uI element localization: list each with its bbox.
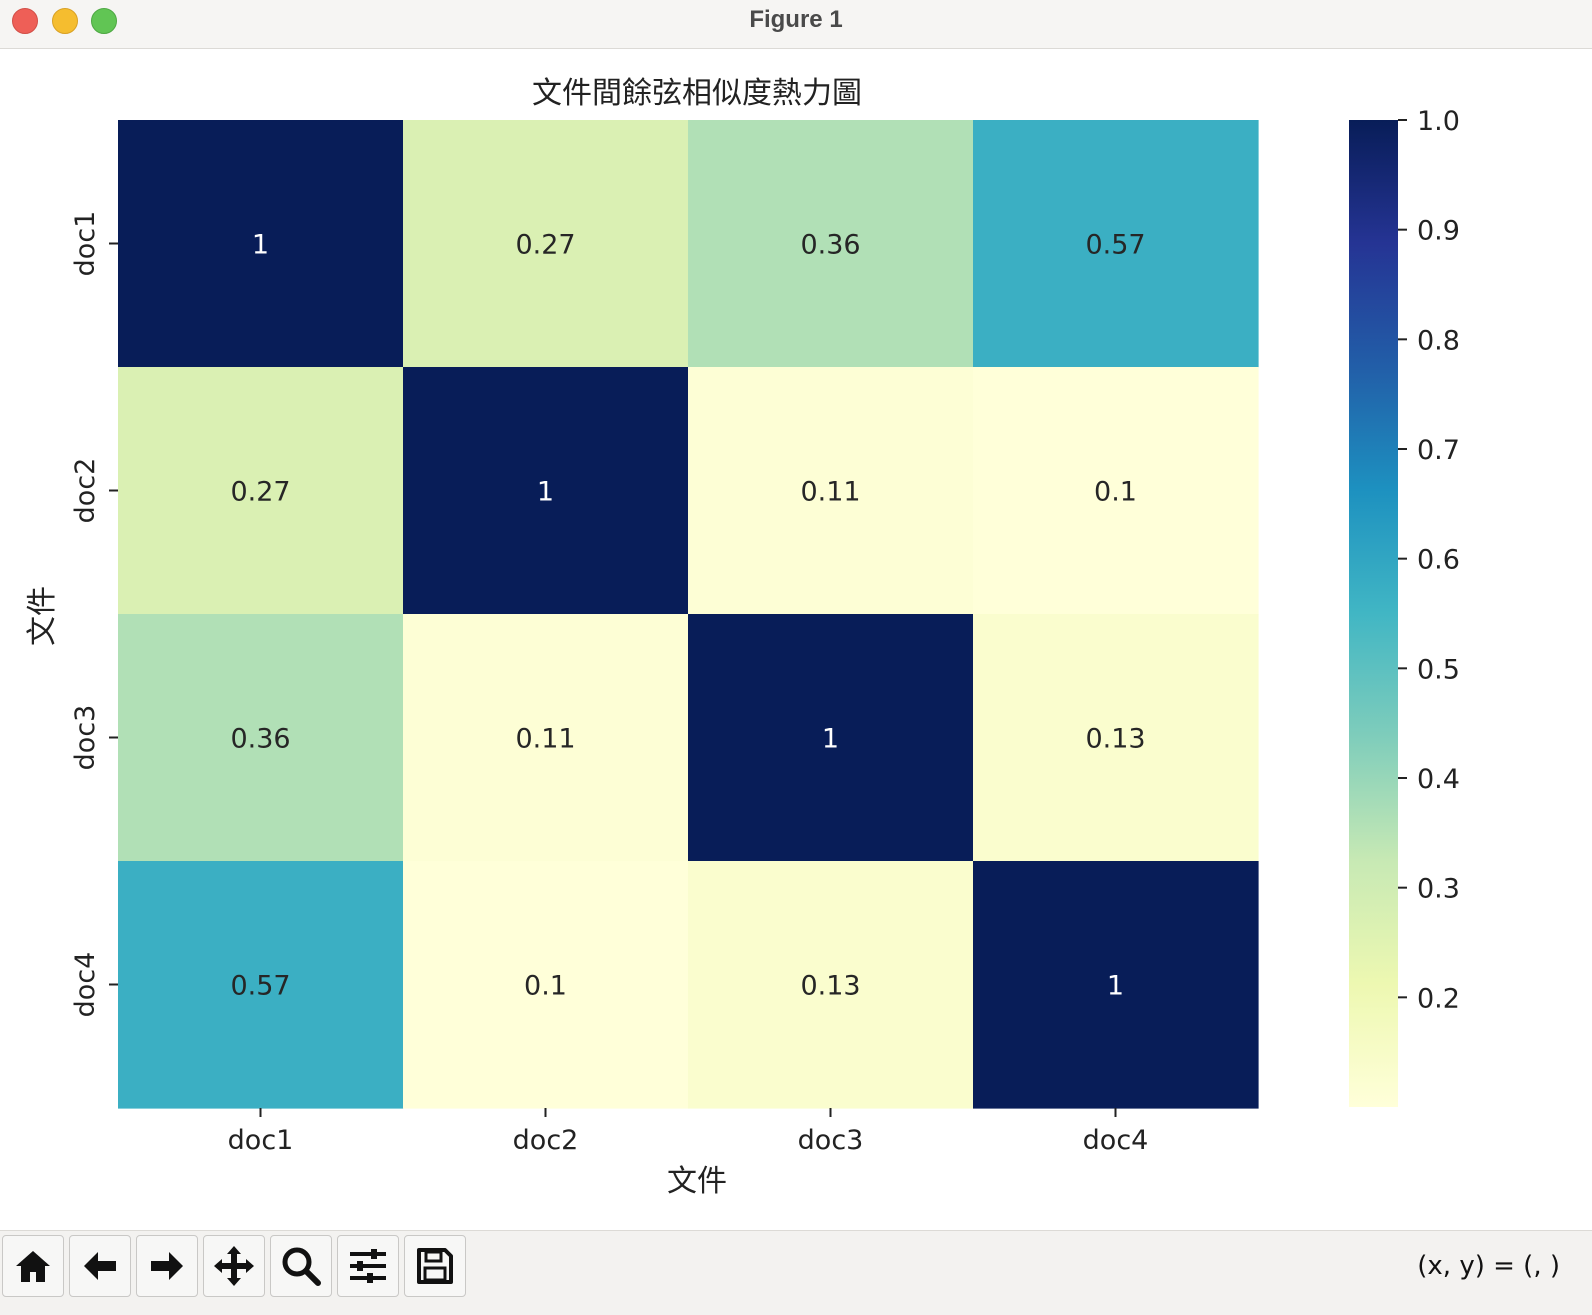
colorbar-tick-label: 0.4 — [1417, 764, 1460, 795]
cell-value-label: 0.1 — [1094, 477, 1137, 508]
colorbar — [1349, 120, 1398, 1107]
floppy-disk-icon — [417, 1248, 453, 1284]
cell-value-label: 0.27 — [515, 230, 575, 261]
x-tick-label: doc4 — [1083, 1125, 1149, 1156]
navigation-toolbar: (x, y) = (, ) — [0, 1230, 1592, 1315]
colorbar-tick-label: 0.7 — [1417, 435, 1460, 466]
colorbar-tick-label: 0.8 — [1417, 325, 1460, 356]
colorbar-ticks: 0.2 0.3 0.4 0.5 0.6 0.7 0.8 0.9 1.0 — [1398, 106, 1460, 1014]
arrow-right-icon — [151, 1252, 183, 1280]
x-axis-label: 文件 — [667, 1164, 727, 1199]
chart-title: 文件間餘弦相似度熱力圖 — [532, 76, 862, 111]
heatmap-cell — [403, 861, 689, 1109]
maximize-window-button[interactable] — [91, 8, 117, 34]
move-icon — [214, 1246, 254, 1286]
pan-button[interactable] — [203, 1235, 265, 1297]
colorbar-tick-label: 0.3 — [1417, 874, 1460, 905]
cell-value-label: 1 — [822, 724, 839, 755]
y-tick-label: doc3 — [70, 705, 101, 771]
heatmap-cell — [688, 861, 974, 1109]
heatmap-cell — [118, 120, 404, 368]
minimize-window-button[interactable] — [52, 8, 78, 34]
save-button[interactable] — [404, 1235, 466, 1297]
arrow-left-icon — [84, 1252, 116, 1280]
window-titlebar: Figure 1 — [0, 0, 1592, 49]
heatmap-cell — [403, 120, 689, 368]
heatmap-cell — [688, 120, 974, 368]
heatmap-cell — [118, 614, 404, 862]
heatmap-cell — [118, 861, 404, 1109]
colorbar-tick-label: 0.6 — [1417, 545, 1460, 576]
x-tick-label: doc2 — [513, 1125, 579, 1156]
cell-value-label: 0.36 — [800, 230, 860, 261]
cell-value-label: 0.13 — [1085, 724, 1145, 755]
cell-value-label: 0.11 — [800, 477, 860, 508]
home-icon — [16, 1251, 50, 1282]
cell-value-label: 0.1 — [524, 971, 567, 1002]
colorbar-tick-label: 0.9 — [1417, 216, 1460, 247]
x-axis-ticks: doc1 doc2 doc3 doc4 — [228, 1108, 1149, 1156]
cell-value-label: 1 — [252, 230, 269, 261]
back-button[interactable] — [69, 1235, 131, 1297]
cell-value-label: 1 — [537, 477, 554, 508]
y-axis-ticks: doc1 doc2 doc3 doc4 — [70, 211, 118, 1018]
configure-subplots-button[interactable] — [337, 1235, 399, 1297]
forward-button[interactable] — [136, 1235, 198, 1297]
heatmap-cell — [688, 367, 974, 615]
heatmap-cell — [973, 120, 1259, 368]
heatmap-cell — [973, 614, 1259, 862]
home-button[interactable] — [2, 1235, 64, 1297]
cell-value-label: 0.36 — [230, 724, 290, 755]
heatmap-cell — [118, 367, 404, 615]
close-window-button[interactable] — [12, 8, 38, 34]
x-tick-label: doc1 — [228, 1125, 294, 1156]
heatmap-cell — [973, 367, 1259, 615]
cell-value-label: 0.13 — [800, 971, 860, 1002]
x-tick-label: doc3 — [798, 1125, 864, 1156]
y-axis-label: 文件 — [25, 586, 60, 646]
cell-value-label: 0.57 — [230, 971, 290, 1002]
window-title: Figure 1 — [749, 6, 843, 33]
colorbar-tick-label: 1.0 — [1417, 106, 1460, 137]
sliders-icon — [350, 1249, 386, 1283]
cell-value-label: 0.27 — [230, 477, 290, 508]
heatmap-cell — [403, 367, 689, 615]
heatmap-chart: 文件間餘弦相似度熱力圖 1 0.27 0.36 0.570.27 1 0.11 0.10.3… — [25, 76, 1460, 1199]
y-tick-label: doc2 — [70, 458, 101, 524]
zoom-button[interactable] — [270, 1235, 332, 1297]
magnifier-icon — [282, 1247, 321, 1286]
heatmap-cell — [973, 861, 1259, 1109]
colorbar-tick-label: 0.2 — [1417, 983, 1460, 1014]
heatmap-cell — [403, 614, 689, 862]
cell-value-label: 1 — [1107, 971, 1124, 1002]
cell-value-label: 0.57 — [1085, 230, 1145, 261]
y-tick-label: doc4 — [70, 952, 101, 1018]
cell-value-label: 0.11 — [515, 724, 575, 755]
y-tick-label: doc1 — [70, 211, 101, 277]
figure-canvas: 文件間餘弦相似度熱力圖 1 0.27 0.36 0.57 0.27 1 0.11 0.1 0.3… — [0, 49, 1592, 1230]
colorbar-tick-label: 0.5 — [1417, 654, 1460, 685]
cursor-coordinates: (x, y) = (, ) — [1417, 1251, 1560, 1281]
heatmap-cells: 1 0.27 0.36 0.570.27 1 0.11 0.10.36 0.11 1 0.130.… — [118, 120, 1259, 1109]
heatmap-cell — [688, 614, 974, 862]
